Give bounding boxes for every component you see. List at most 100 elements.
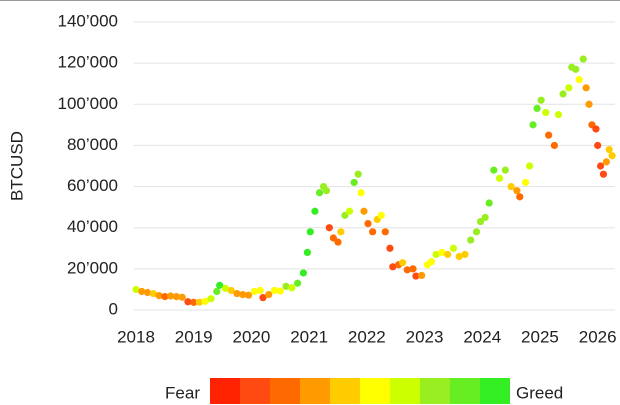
point <box>345 207 354 215</box>
x-tick-label: 2022 <box>348 327 386 346</box>
point <box>233 289 241 298</box>
point <box>386 244 394 252</box>
point <box>525 162 534 170</box>
point <box>364 220 372 228</box>
point <box>403 266 411 274</box>
point <box>293 279 302 287</box>
point <box>306 228 314 236</box>
point <box>299 269 307 277</box>
y-axis-label: BTCUSD <box>7 131 26 201</box>
point <box>322 187 331 195</box>
legend-swatch <box>360 378 390 404</box>
point <box>311 207 319 215</box>
point <box>341 211 349 219</box>
point <box>288 284 296 292</box>
point <box>572 65 580 73</box>
point <box>467 236 475 244</box>
point <box>412 272 420 280</box>
point <box>265 290 273 299</box>
point <box>369 228 377 236</box>
point <box>444 250 452 259</box>
point <box>184 298 192 306</box>
point <box>594 141 602 150</box>
point <box>195 298 204 306</box>
x-tick-label: 2018 <box>117 327 155 346</box>
point <box>381 228 389 236</box>
legend-swatch <box>480 378 510 404</box>
point <box>559 90 567 98</box>
y-tick-label: 140’000 <box>57 11 118 30</box>
point <box>485 199 493 207</box>
point <box>602 158 610 166</box>
point <box>550 141 559 150</box>
point <box>354 170 362 178</box>
point <box>455 252 463 261</box>
y-tick-label: 40’000 <box>67 217 118 236</box>
point <box>377 211 385 219</box>
x-tick-label: 2019 <box>175 327 213 346</box>
point <box>605 145 613 154</box>
point <box>201 297 209 305</box>
legend-swatch <box>210 378 240 404</box>
legend-swatch <box>300 378 330 404</box>
point <box>554 110 563 119</box>
point <box>575 76 583 84</box>
y-tick-label: 0 <box>109 299 118 318</box>
x-tick-label: 2020 <box>233 327 271 346</box>
point <box>244 291 253 299</box>
point <box>270 286 279 295</box>
point <box>357 189 365 197</box>
point <box>537 96 545 104</box>
legend-swatch <box>240 378 270 404</box>
x-tick-label: 2024 <box>463 327 501 346</box>
y-tick-label: 80’000 <box>67 135 118 154</box>
point <box>161 293 169 301</box>
point <box>490 166 498 174</box>
legend-swatch <box>420 378 450 404</box>
legend-high: Greed <box>516 383 563 402</box>
point <box>132 285 140 294</box>
point <box>501 166 509 174</box>
point <box>138 287 146 296</box>
legend-low: Fear <box>165 383 200 402</box>
point <box>409 265 417 273</box>
point <box>521 178 530 187</box>
point <box>325 224 333 232</box>
point <box>507 182 515 191</box>
legend-swatch <box>390 378 420 404</box>
x-tick-label: 2026 <box>579 327 617 346</box>
point <box>481 213 489 222</box>
point <box>529 121 537 129</box>
point <box>495 174 504 182</box>
point <box>207 295 215 303</box>
point <box>303 248 312 256</box>
point <box>315 189 324 197</box>
point <box>221 284 230 292</box>
legend-swatch <box>270 378 300 404</box>
y-tick-label: 60’000 <box>67 176 118 195</box>
point <box>227 286 235 295</box>
point <box>360 207 368 215</box>
point <box>449 244 458 252</box>
point <box>545 131 553 139</box>
point <box>190 298 198 306</box>
point <box>438 248 446 256</box>
point <box>542 108 550 117</box>
point <box>216 281 224 289</box>
point <box>276 287 284 295</box>
legend-swatch <box>330 378 360 404</box>
point <box>259 294 267 302</box>
y-tick-label: 20’000 <box>67 258 118 277</box>
point <box>513 187 521 195</box>
x-tick-label: 2021 <box>290 327 328 346</box>
x-tick-label: 2025 <box>521 327 559 346</box>
x-tick-label: 2023 <box>406 327 444 346</box>
point <box>608 152 616 160</box>
point <box>579 55 587 63</box>
point <box>239 290 247 299</box>
point <box>533 104 541 112</box>
y-tick-label: 100’000 <box>57 94 118 113</box>
point <box>250 287 258 296</box>
point <box>334 238 342 246</box>
